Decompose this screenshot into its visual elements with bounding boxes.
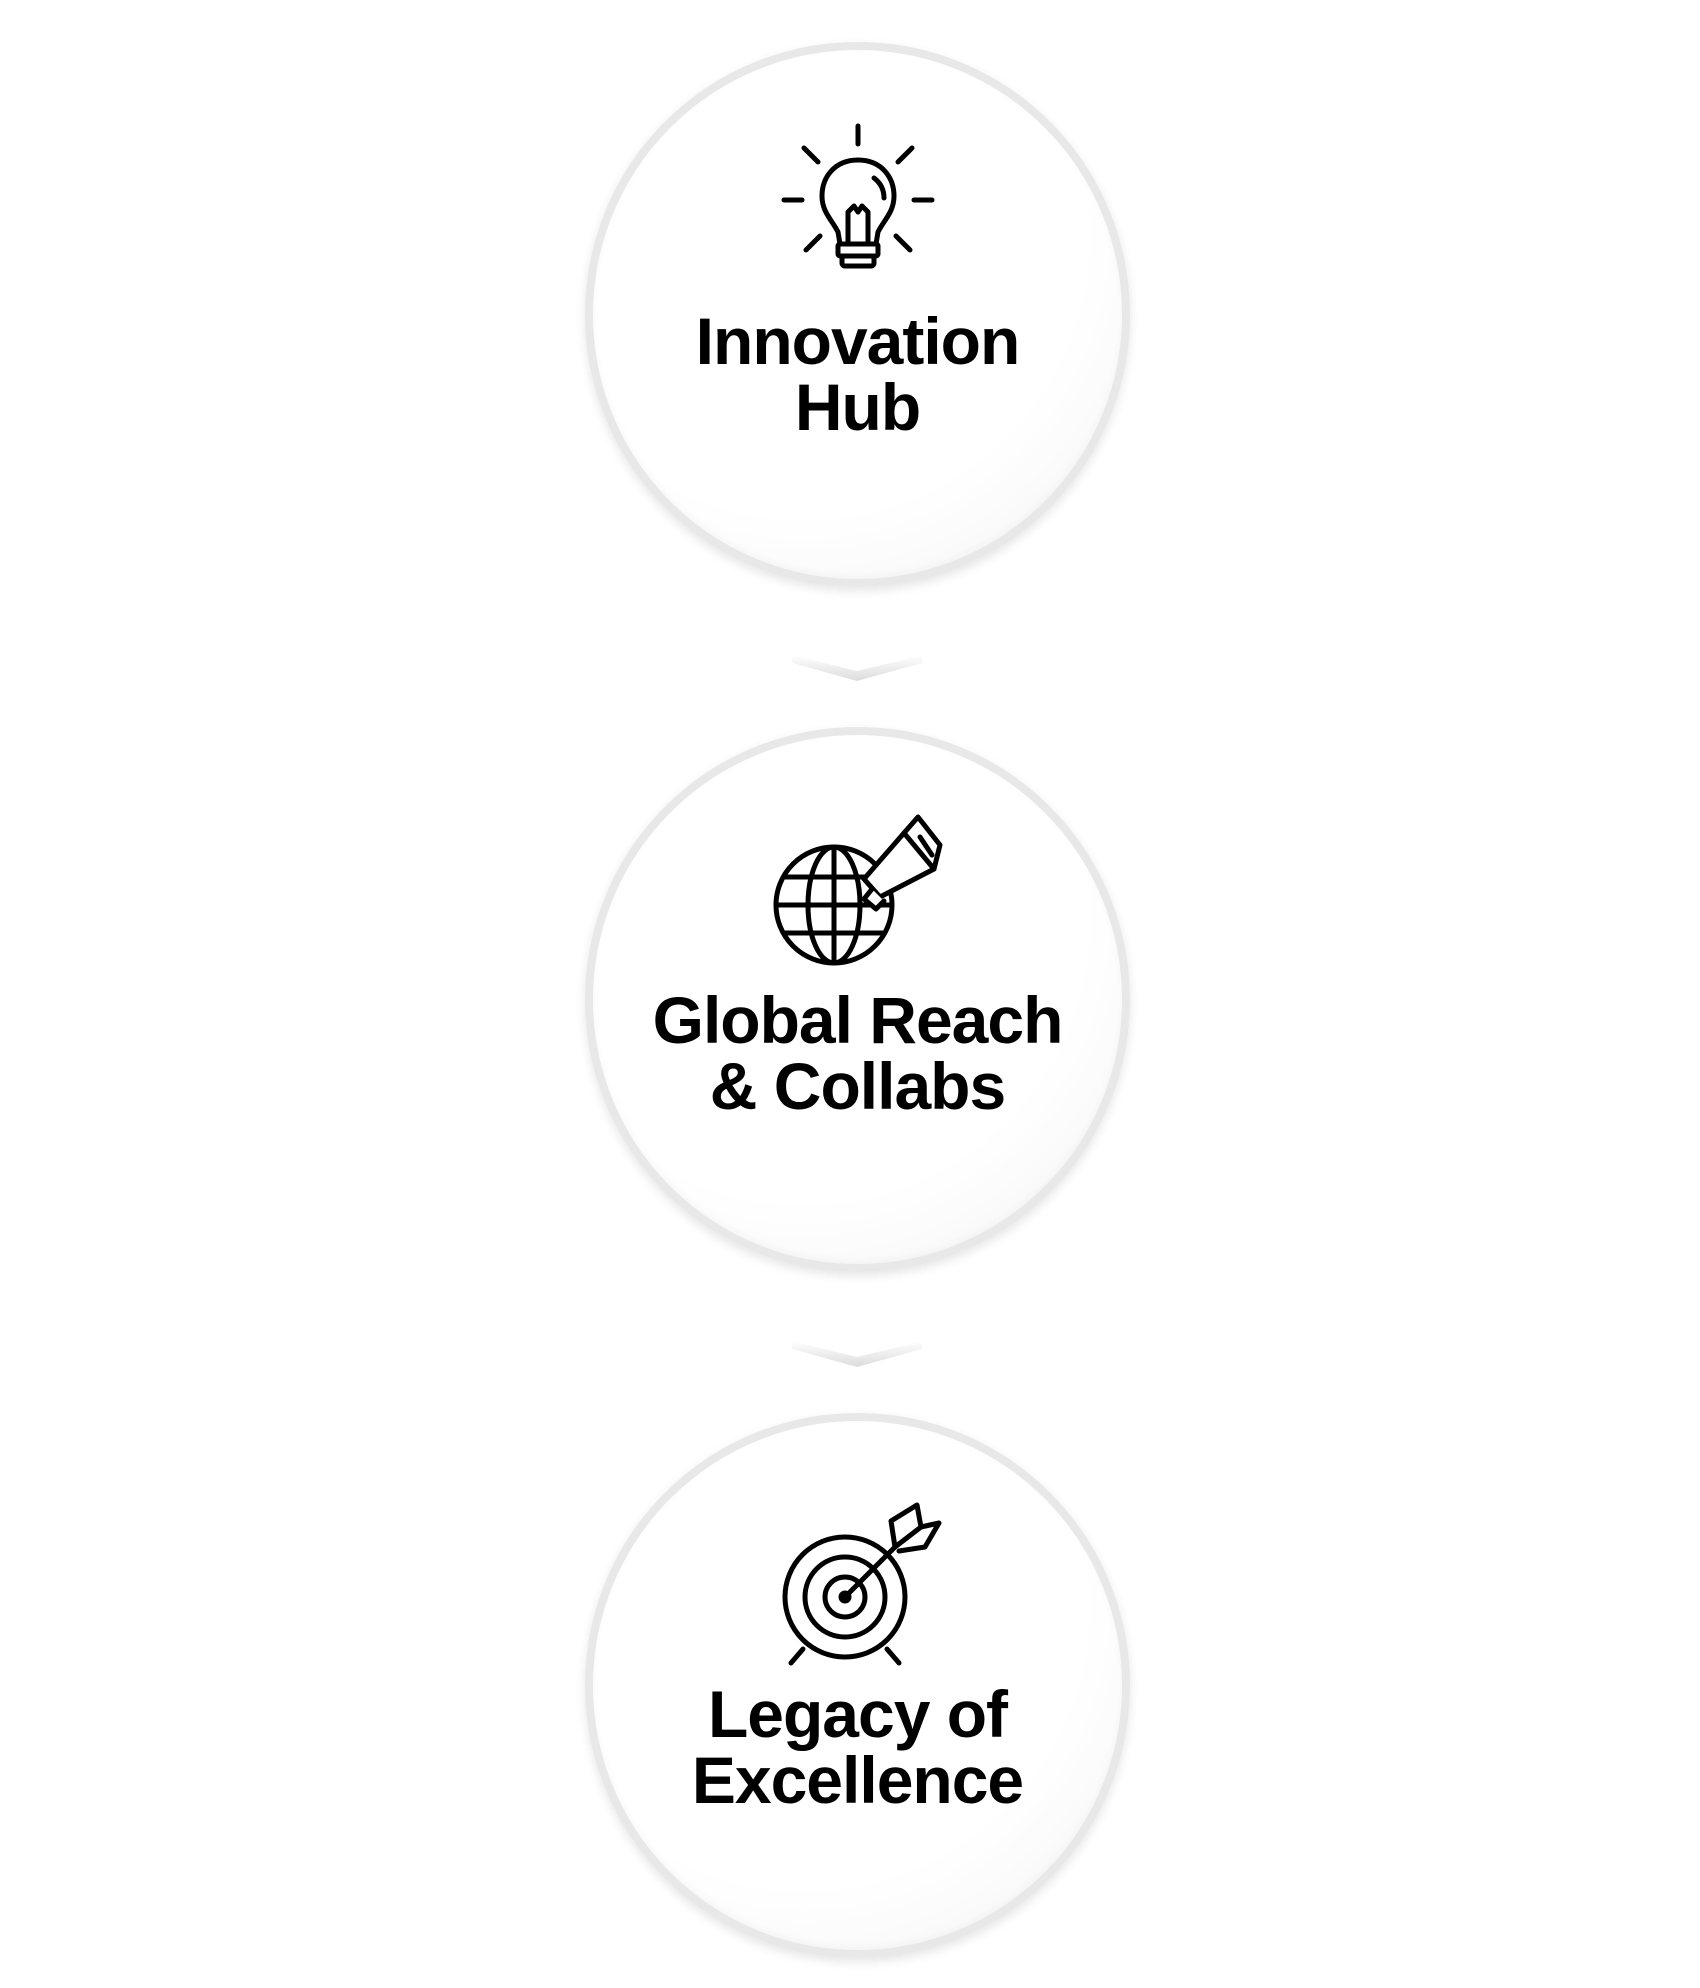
step-title-line: Legacy of xyxy=(707,1677,1008,1751)
step-title: Innovation Hub xyxy=(593,308,1122,440)
step-title: Legacy of Excellence xyxy=(593,1681,1122,1813)
target-arrow-icon xyxy=(782,1502,941,1666)
arrow-connector xyxy=(792,1341,922,1367)
step-circle-global-reach: Global Reach & Collabs xyxy=(585,727,1130,1272)
step-title-line: Hub xyxy=(794,370,921,444)
step-title-line: & Collabs xyxy=(709,1049,1006,1123)
step-title-line: Excellence xyxy=(691,1743,1024,1817)
step-circle-legacy: Legacy of Excellence xyxy=(585,1413,1130,1958)
step-title-line: Global Reach xyxy=(652,983,1064,1057)
globe-megaphone-icon xyxy=(773,814,942,966)
step-circle-innovation-hub: Innovation Hub xyxy=(585,42,1130,587)
step-title: Global Reach & Collabs xyxy=(593,987,1122,1119)
step-title-line: Innovation xyxy=(695,304,1021,378)
arrow-connector xyxy=(792,655,922,681)
lightbulb-icon xyxy=(781,123,934,269)
